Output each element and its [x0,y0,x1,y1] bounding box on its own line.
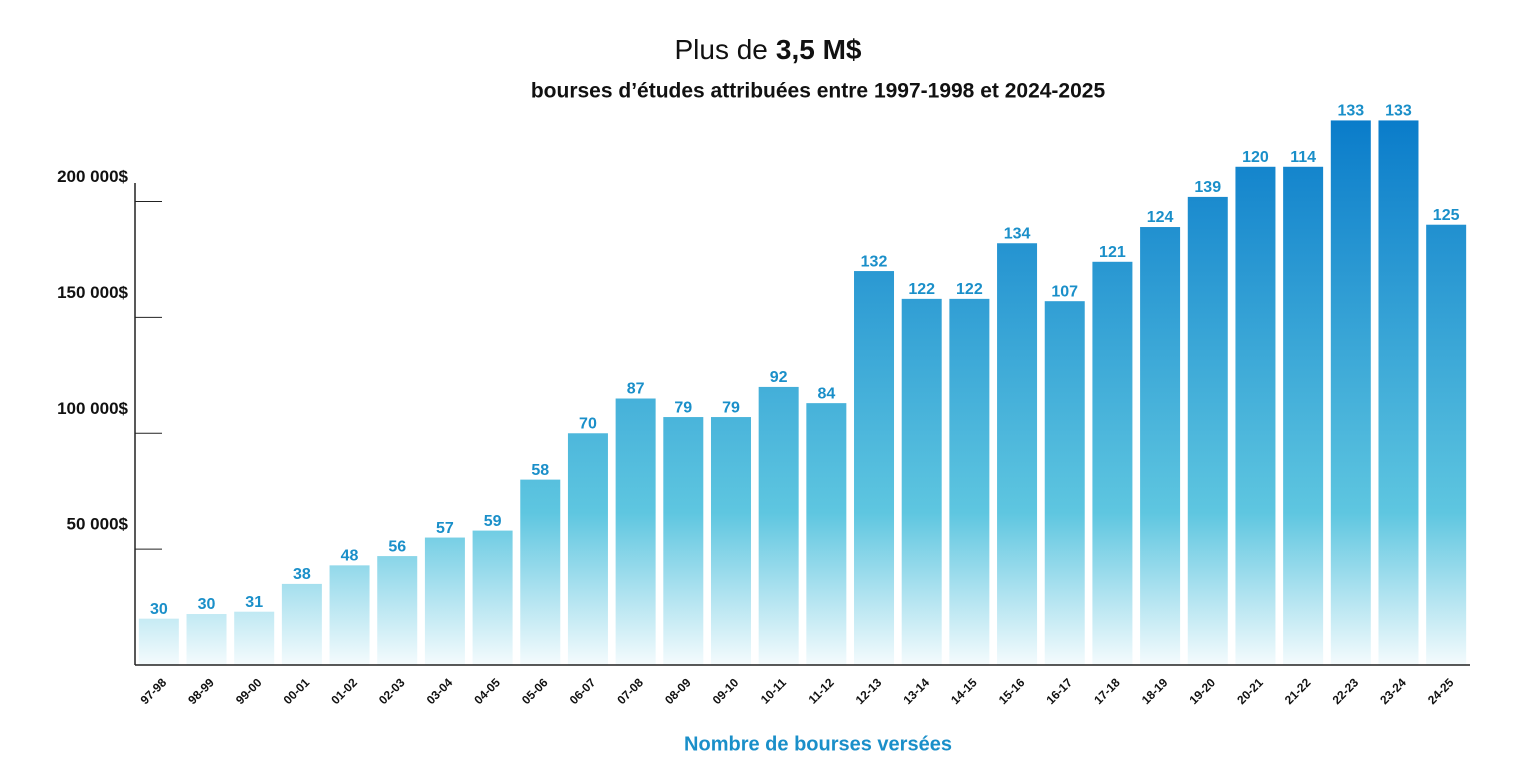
chart-subtitle: bourses d’études attribuées entre 1997-1… [531,80,1106,103]
bar [949,298,990,665]
x-tick-label: 19-20 [1187,675,1219,707]
count-label: 133 [1337,103,1364,120]
x-tick-label: 13-14 [900,675,932,707]
count-label: 84 [817,385,835,402]
x-tick-label: 20-21 [1234,675,1266,707]
x-tick-label: 24-25 [1425,675,1457,707]
count-label: 125 [1433,207,1460,224]
bar [377,556,418,665]
bar [424,537,465,665]
x-tick-label: 17-18 [1091,675,1123,707]
x-tick-label: 07-08 [614,675,646,707]
bar [1330,120,1371,666]
count-label: 92 [770,369,788,386]
count-label: 107 [1051,283,1078,300]
y-tick-label: 200 000$ [57,167,128,186]
x-tick-label: 18-19 [1139,675,1171,707]
bar [567,433,608,665]
bar [520,479,561,665]
count-label: 56 [388,538,406,555]
count-label: 57 [436,520,454,537]
y-tick-label: 150 000$ [57,283,128,302]
bar [1044,301,1085,665]
count-label: 139 [1194,179,1221,196]
count-label: 79 [674,399,692,416]
bar [663,417,704,665]
count-label: 30 [150,601,168,618]
count-label: 48 [341,548,359,565]
x-tick-label: 01-02 [328,675,360,707]
x-tick-label: 05-06 [519,675,551,707]
bar [806,403,847,665]
bar [138,618,179,665]
x-tick-label: 10-11 [758,675,789,706]
x-tick-label: 16-17 [1043,675,1075,707]
x-tick-label: 97-98 [138,675,170,707]
count-label: 122 [908,281,935,298]
x-tick-label: 09-10 [710,675,742,707]
bar [1092,261,1133,665]
x-tick-label: 23-24 [1377,675,1409,707]
x-tick-label: 04-05 [471,675,503,707]
count-label: 121 [1099,244,1126,261]
bar [234,611,275,665]
count-label: 70 [579,415,597,432]
x-tick-label: 00-01 [281,675,313,707]
count-label: 59 [484,513,502,530]
count-label: 124 [1147,209,1174,226]
y-tick-label: 50 000$ [67,515,129,534]
bar [758,386,799,665]
x-tick-label: 22-23 [1330,675,1362,707]
x-tick-label: 11-12 [806,675,837,706]
count-label: 79 [722,399,740,416]
count-label: 132 [861,253,888,270]
x-tick-label: 12-13 [853,675,885,707]
y-tick-label: 100 000$ [57,399,128,418]
x-tick-label: 03-04 [424,675,456,707]
bar [1378,120,1419,666]
x-tick-label: 21-22 [1282,675,1314,707]
count-label: 58 [531,462,549,479]
bar [1235,166,1276,665]
x-tick-label: 98-99 [185,675,217,707]
x-tick-label: 99-00 [233,675,265,707]
x-axis-label: Nombre de bourses versées [684,733,952,755]
title-part: Plus de [674,34,767,65]
chart-title: Plus de 3,5 M$ [674,34,861,65]
count-label: 31 [245,594,263,611]
x-tick-label: 02-03 [376,675,408,707]
count-label: 122 [956,281,983,298]
bar [1283,166,1324,665]
x-tick-label: 14-15 [948,675,980,707]
bar [186,614,227,665]
bar [1140,227,1181,665]
count-label: 114 [1290,149,1316,166]
count-label: 38 [293,566,311,583]
x-tick-label: 15-16 [996,675,1028,707]
bar [997,243,1038,665]
bar [1187,196,1228,665]
bar [710,417,751,665]
x-tick-label: 08-09 [662,675,694,707]
count-label: 87 [627,381,645,398]
x-tick-label: 06-07 [567,675,599,707]
bar [615,398,656,665]
title-part: 3,5 M$ [776,34,862,65]
count-label: 120 [1242,149,1269,166]
count-label: 134 [1004,225,1031,242]
bar [329,565,370,665]
bar [281,583,322,665]
bar [1426,224,1467,665]
count-label: 30 [198,596,216,613]
bar [901,298,942,665]
bar [472,530,513,665]
count-label: 133 [1385,103,1412,120]
bar [854,271,895,665]
